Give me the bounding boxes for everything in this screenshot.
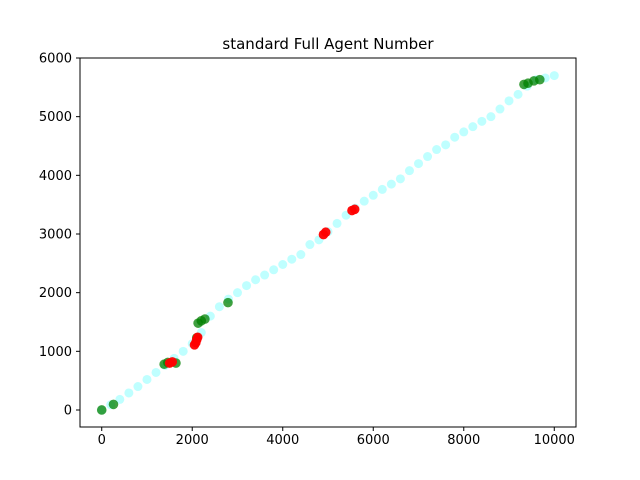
y-tick-label: 2000: [39, 286, 72, 301]
red-point: [320, 227, 331, 238]
baseline-point: [133, 382, 143, 392]
x-tick-label: 6000: [357, 433, 390, 448]
red-point: [349, 204, 360, 215]
x-tick-label: 4000: [266, 433, 299, 448]
series-green: [96, 74, 545, 415]
green-point: [534, 74, 545, 85]
baseline-point: [495, 104, 505, 114]
baseline-point: [115, 394, 125, 404]
series-red: [164, 204, 360, 368]
baseline-point: [251, 275, 261, 285]
y-tick-label: 5000: [39, 110, 72, 125]
green-point: [200, 314, 210, 324]
baseline-point: [459, 127, 469, 137]
green-point: [96, 405, 107, 415]
baseline-point: [377, 184, 387, 194]
baseline-point: [260, 270, 270, 280]
y-axis: 0 1000 2000 3000 4000 5000 6000: [39, 52, 80, 418]
baseline-point: [404, 166, 414, 176]
red-point: [167, 357, 178, 367]
baseline-point: [368, 190, 378, 200]
baseline-point: [468, 122, 478, 132]
y-tick-label: 6000: [39, 52, 72, 67]
baseline-point: [441, 140, 451, 150]
baseline-point: [359, 196, 369, 206]
x-tick-label: 8000: [447, 433, 480, 448]
points-layer: [96, 71, 559, 415]
baseline-point: [214, 302, 224, 312]
x-axis: 0 2000 4000 6000 8000 10000: [98, 427, 575, 448]
x-tick-label: 2000: [176, 433, 209, 448]
red-point: [192, 332, 203, 343]
baseline-point: [414, 159, 424, 169]
x-tick-label: 0: [98, 433, 106, 448]
baseline-point: [504, 96, 514, 106]
baseline-point: [278, 259, 288, 269]
baseline-point: [269, 265, 279, 275]
baseline-point: [242, 281, 252, 291]
baseline-point: [549, 71, 559, 81]
green-point: [223, 297, 233, 308]
baseline-point: [296, 250, 306, 260]
baseline-point: [232, 288, 242, 298]
y-tick-label: 4000: [39, 169, 72, 184]
baseline-point: [305, 240, 315, 250]
y-tick-label: 0: [64, 403, 72, 418]
chart-title: standard Full Agent Number: [222, 35, 434, 53]
baseline-point: [386, 179, 396, 189]
baseline-point: [450, 132, 460, 142]
baseline-point: [124, 388, 134, 398]
baseline-point: [477, 116, 487, 126]
baseline-point: [178, 346, 188, 356]
baseline-point: [395, 174, 405, 184]
baseline-point: [142, 374, 152, 384]
baseline-point: [332, 218, 342, 228]
baseline-point: [151, 367, 161, 377]
plot-frame: [79, 57, 577, 428]
green-point: [108, 399, 119, 410]
baseline-point: [423, 152, 433, 162]
baseline-point: [513, 89, 523, 99]
y-tick-label: 1000: [39, 345, 72, 360]
baseline-point: [486, 112, 496, 122]
baseline-point: [432, 145, 442, 155]
x-tick-label: 10000: [534, 433, 575, 448]
y-tick-label: 3000: [39, 227, 72, 242]
baseline-point: [287, 254, 297, 264]
